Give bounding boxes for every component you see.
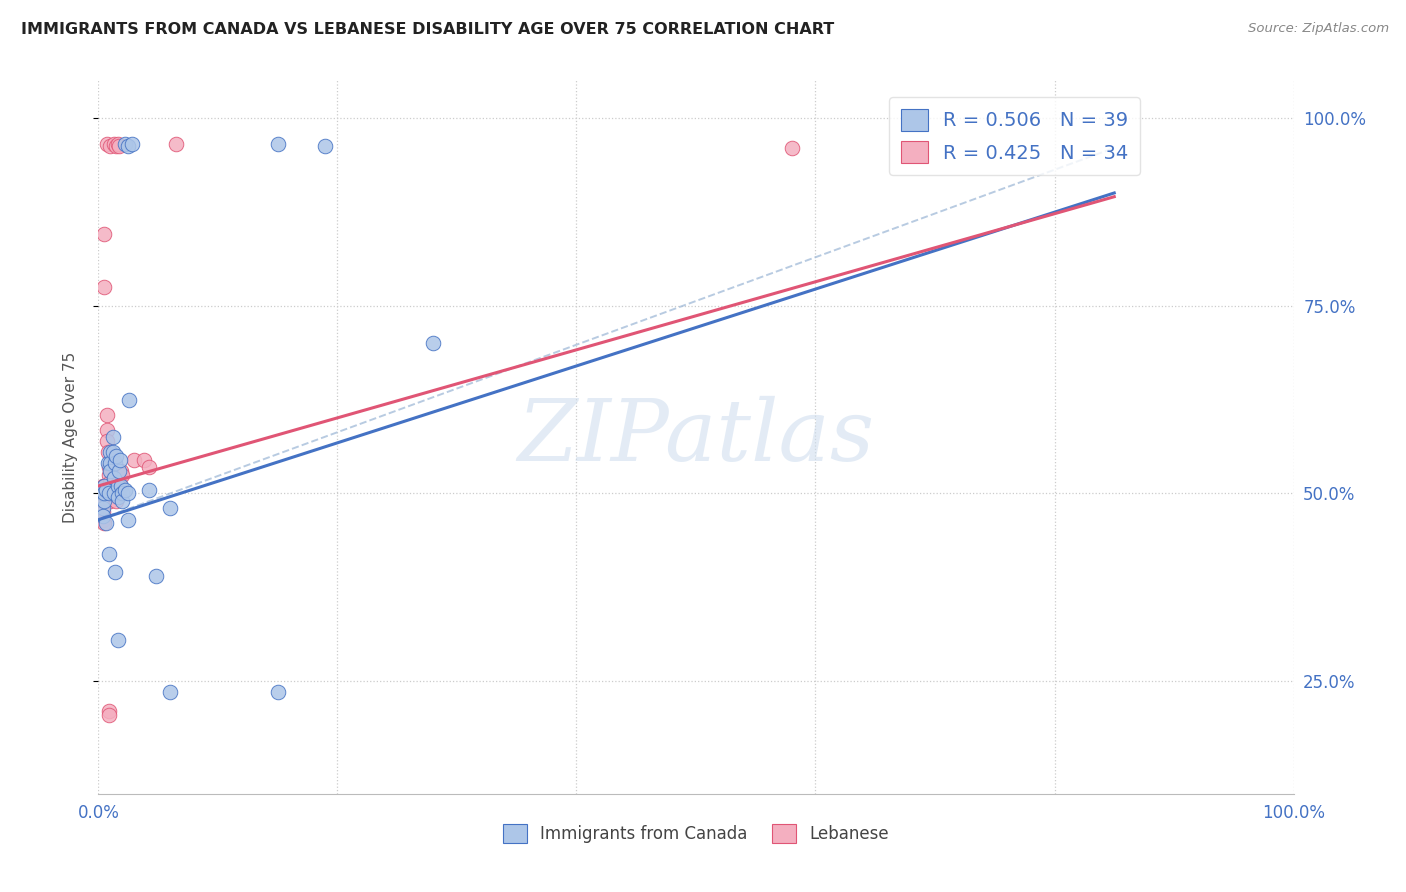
Point <box>138 460 160 475</box>
Point <box>96 137 118 152</box>
Point <box>98 486 121 500</box>
Point <box>91 479 114 493</box>
Point <box>93 227 115 242</box>
Point <box>98 704 121 718</box>
Point <box>422 336 444 351</box>
Point <box>108 452 131 467</box>
Point <box>118 392 141 407</box>
Point <box>165 137 187 152</box>
Point <box>91 513 114 527</box>
Point <box>124 452 146 467</box>
Point <box>91 486 114 500</box>
Point <box>97 445 120 459</box>
Point <box>104 479 127 493</box>
Point <box>107 483 129 497</box>
Point <box>105 138 128 153</box>
Point <box>98 460 121 475</box>
Point <box>98 456 122 470</box>
Y-axis label: Disability Age Over 75: Disability Age Over 75 <box>63 351 77 523</box>
Point <box>159 685 181 699</box>
Point <box>103 486 125 500</box>
Point <box>98 547 121 561</box>
Legend: Immigrants from Canada, Lebanese: Immigrants from Canada, Lebanese <box>496 817 896 850</box>
Point <box>101 452 124 467</box>
Point <box>104 456 127 470</box>
Point <box>110 464 132 478</box>
Point <box>98 708 121 723</box>
Point <box>96 434 118 448</box>
Point <box>91 501 114 516</box>
Text: IMMIGRANTS FROM CANADA VS LEBANESE DISABILITY AGE OVER 75 CORRELATION CHART: IMMIGRANTS FROM CANADA VS LEBANESE DISAB… <box>21 22 834 37</box>
Point <box>94 483 117 497</box>
Point <box>145 569 167 583</box>
Point <box>132 452 155 467</box>
Point <box>103 456 125 470</box>
Point <box>117 513 139 527</box>
Point <box>107 475 129 490</box>
Point <box>96 423 118 437</box>
Point <box>98 445 122 459</box>
Point <box>91 505 114 519</box>
Point <box>114 483 136 497</box>
Point <box>107 138 129 153</box>
Point <box>94 516 117 531</box>
Point <box>93 516 115 531</box>
Point <box>98 483 122 497</box>
Point <box>315 138 337 153</box>
Point <box>93 486 115 500</box>
Point <box>96 408 118 422</box>
Point <box>93 479 115 493</box>
Point <box>117 486 139 500</box>
Point <box>91 508 114 523</box>
Point <box>111 494 134 508</box>
Point <box>121 137 143 152</box>
Point <box>97 456 120 470</box>
Text: ZIPatlas: ZIPatlas <box>517 396 875 478</box>
Point <box>159 501 181 516</box>
Point <box>111 486 134 500</box>
Point <box>93 486 115 500</box>
Text: Source: ZipAtlas.com: Source: ZipAtlas.com <box>1249 22 1389 36</box>
Point <box>91 501 114 516</box>
Point <box>101 430 124 444</box>
Point <box>114 137 136 152</box>
Point <box>107 464 129 478</box>
Point <box>98 475 122 490</box>
Point <box>267 137 290 152</box>
Point <box>98 138 122 153</box>
Point <box>103 471 125 485</box>
Point <box>91 494 114 508</box>
Point <box>103 475 125 490</box>
Point <box>98 494 122 508</box>
Point <box>93 479 115 493</box>
Point <box>107 479 129 493</box>
Point <box>101 445 124 459</box>
Point <box>110 479 132 493</box>
Point <box>93 494 115 508</box>
Point <box>107 137 129 152</box>
Point <box>780 141 803 155</box>
Point <box>93 280 115 294</box>
Point <box>138 483 160 497</box>
Point <box>117 138 139 153</box>
Point <box>105 449 128 463</box>
Point <box>267 685 290 699</box>
Point <box>98 467 121 482</box>
Point <box>107 490 129 504</box>
Point <box>107 632 129 647</box>
Point <box>98 464 122 478</box>
Point <box>104 566 127 580</box>
Point <box>105 494 128 508</box>
Point <box>111 467 134 482</box>
Point <box>103 137 125 152</box>
